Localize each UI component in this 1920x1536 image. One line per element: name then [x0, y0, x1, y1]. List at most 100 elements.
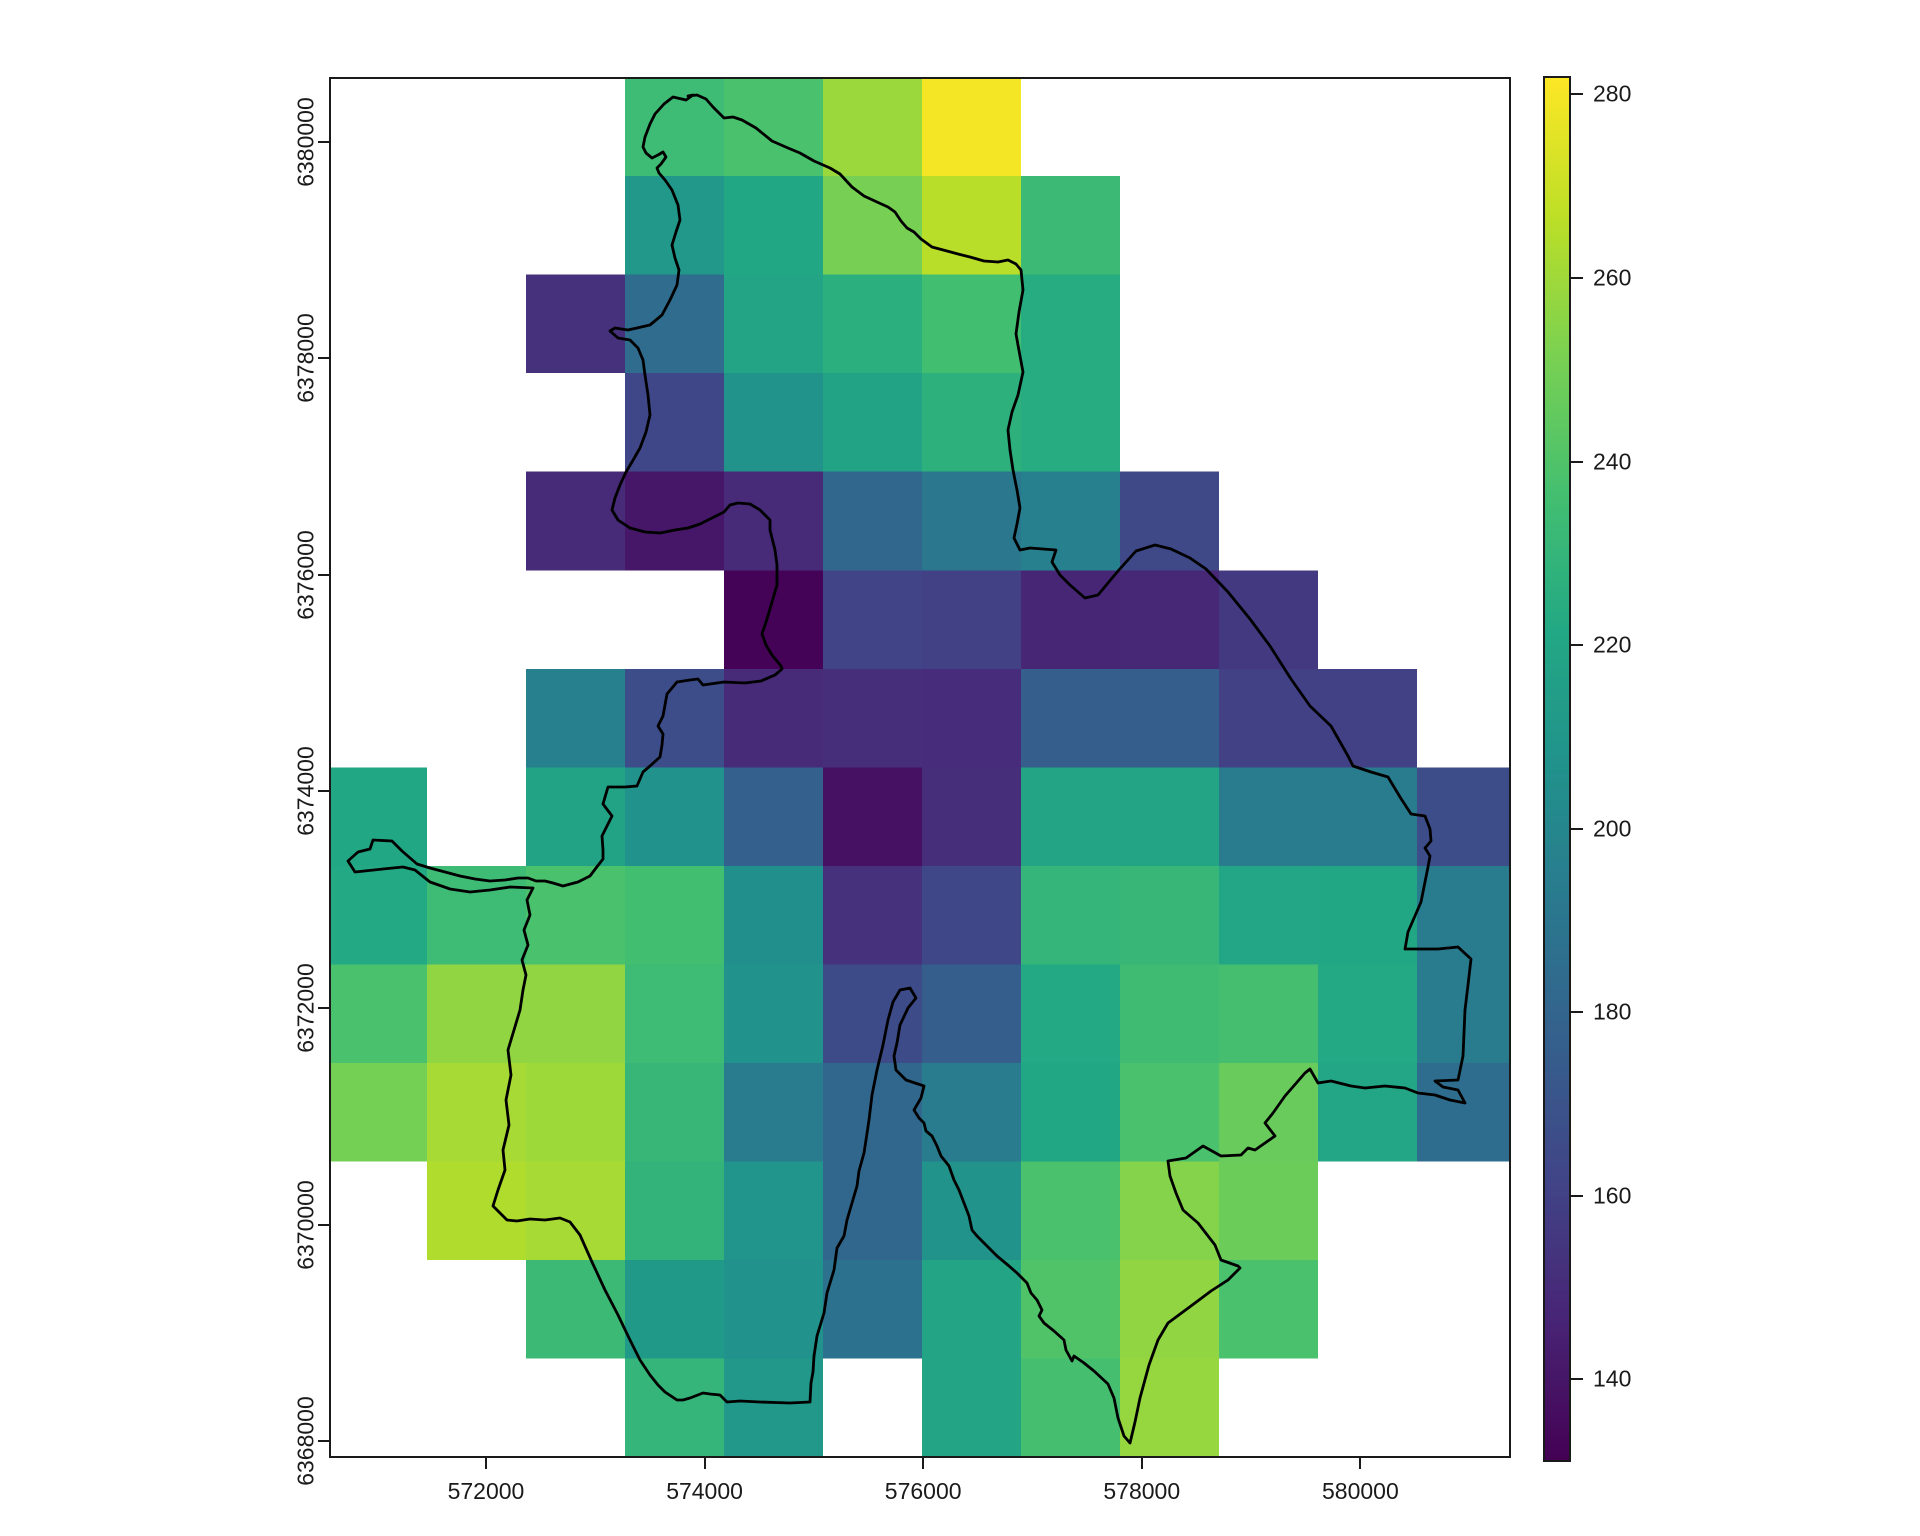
raster-cell: [1219, 1161, 1318, 1261]
y-tick-label: 6374000: [292, 746, 319, 837]
raster-cell: [823, 471, 922, 571]
raster-cell: [1021, 865, 1120, 965]
y-tick-label: 6368000: [292, 1396, 319, 1486]
x-tick-mark: [703, 1458, 706, 1469]
raster-cell: [1021, 1161, 1120, 1261]
x-tick-mark: [1359, 1458, 1362, 1469]
raster-cell: [922, 1063, 1021, 1162]
raster-cell: [1120, 471, 1219, 571]
raster-cell: [922, 77, 1021, 177]
colorbar-tick-label: 240: [1593, 448, 1632, 474]
colorbar-tick-mark: [1571, 93, 1583, 96]
raster-cell: [427, 865, 526, 965]
raster-cell: [823, 570, 922, 669]
colorbar-tick-mark: [1571, 644, 1583, 647]
colorbar-tick-mark: [1571, 1194, 1583, 1197]
raster-cell: [922, 865, 1021, 965]
colorbar-gradient: [1543, 76, 1571, 1462]
raster-cell: [329, 865, 427, 965]
raster-cell: [1021, 1358, 1120, 1458]
raster-cell: [922, 1161, 1021, 1261]
raster-cell: [1417, 1063, 1511, 1162]
x-tick-mark: [922, 1458, 925, 1469]
raster-cell: [1417, 767, 1511, 866]
raster-cell: [329, 1063, 427, 1162]
raster-cell: [1120, 964, 1219, 1063]
raster-cell: [1120, 668, 1219, 768]
raster-cell: [922, 1260, 1021, 1359]
raster-cell: [625, 1260, 724, 1359]
raster-cell: [625, 767, 724, 866]
colorbar-tick-mark: [1571, 827, 1583, 830]
raster-cell: [922, 471, 1021, 571]
colorbar-tick-label: 200: [1593, 815, 1632, 842]
raster-cell: [526, 471, 625, 571]
colorbar-tick-label: 140: [1593, 1365, 1632, 1392]
x-tick-label: 578000: [1103, 1478, 1181, 1504]
raster-cell: [329, 767, 427, 866]
y-tick-mark: [318, 140, 329, 143]
raster-cell: [724, 471, 823, 571]
raster-cell: [1021, 767, 1120, 866]
raster-cell: [526, 1260, 625, 1359]
colorbar-tick-label: 260: [1593, 264, 1632, 291]
colorbar-tick-mark: [1571, 460, 1583, 463]
raster-cell: [724, 1161, 823, 1261]
raster-cell: [1120, 1358, 1219, 1458]
raster-cell: [625, 1161, 724, 1261]
raster-cell: [823, 373, 922, 472]
raster-cell: [1120, 865, 1219, 965]
x-tick-label: 572000: [447, 1478, 525, 1504]
colorbar-tick-label: 280: [1593, 80, 1632, 107]
colorbar-tick-label: 180: [1593, 998, 1632, 1025]
raster-cell: [922, 668, 1021, 768]
colorbar-tick-label: 160: [1593, 1182, 1632, 1209]
y-tick-label: 6370000: [292, 1179, 319, 1270]
plot-border: [329, 77, 1511, 1458]
raster-cell: [1021, 964, 1120, 1063]
raster-cell: [823, 274, 922, 374]
raster-cell: [823, 767, 922, 866]
raster-cell: [1021, 274, 1120, 374]
raster-cell: [922, 1358, 1021, 1458]
raster-cell: [625, 1063, 724, 1162]
colorbar-tick-mark: [1571, 1011, 1583, 1014]
raster-cell: [922, 570, 1021, 669]
x-tick-label: 576000: [884, 1478, 962, 1504]
plot-area: [329, 77, 1511, 1458]
raster-cell: [625, 77, 724, 177]
y-tick-label: 6380000: [292, 96, 319, 187]
raster-cell: [922, 274, 1021, 374]
raster-cell: [1120, 570, 1219, 669]
raster-cell: [724, 373, 823, 472]
y-tick-mark: [318, 357, 329, 360]
raster-cell: [1021, 668, 1120, 768]
y-tick-mark: [318, 1007, 329, 1010]
raster-cell: [1318, 767, 1417, 866]
raster-cell: [1318, 668, 1417, 768]
raster-cell: [1219, 865, 1318, 965]
raster-cell: [922, 373, 1021, 472]
raster-cell: [823, 865, 922, 965]
raster-cell: [1219, 570, 1318, 669]
y-tick-mark: [318, 1440, 329, 1443]
raster-cell: [625, 1358, 724, 1458]
y-tick-mark: [318, 1223, 329, 1226]
raster-cell: [1219, 964, 1318, 1063]
raster-cell: [724, 274, 823, 374]
raster-cell: [823, 964, 922, 1063]
raster-cell: [1021, 1260, 1120, 1359]
raster-cell: [1120, 1260, 1219, 1359]
raster-cell: [625, 964, 724, 1063]
raster-cell: [427, 1161, 526, 1261]
raster-cell: [1021, 373, 1120, 472]
raster-cell: [724, 964, 823, 1063]
y-tick-label: 6372000: [292, 963, 319, 1053]
x-tick-label: 580000: [1322, 1478, 1399, 1504]
raster-cell: [724, 865, 823, 965]
raster-cell: [1219, 767, 1318, 866]
raster-cell: [823, 176, 922, 275]
raster-cell: [1219, 1063, 1318, 1162]
raster-cell: [1120, 767, 1219, 866]
raster-cell: [526, 274, 625, 374]
